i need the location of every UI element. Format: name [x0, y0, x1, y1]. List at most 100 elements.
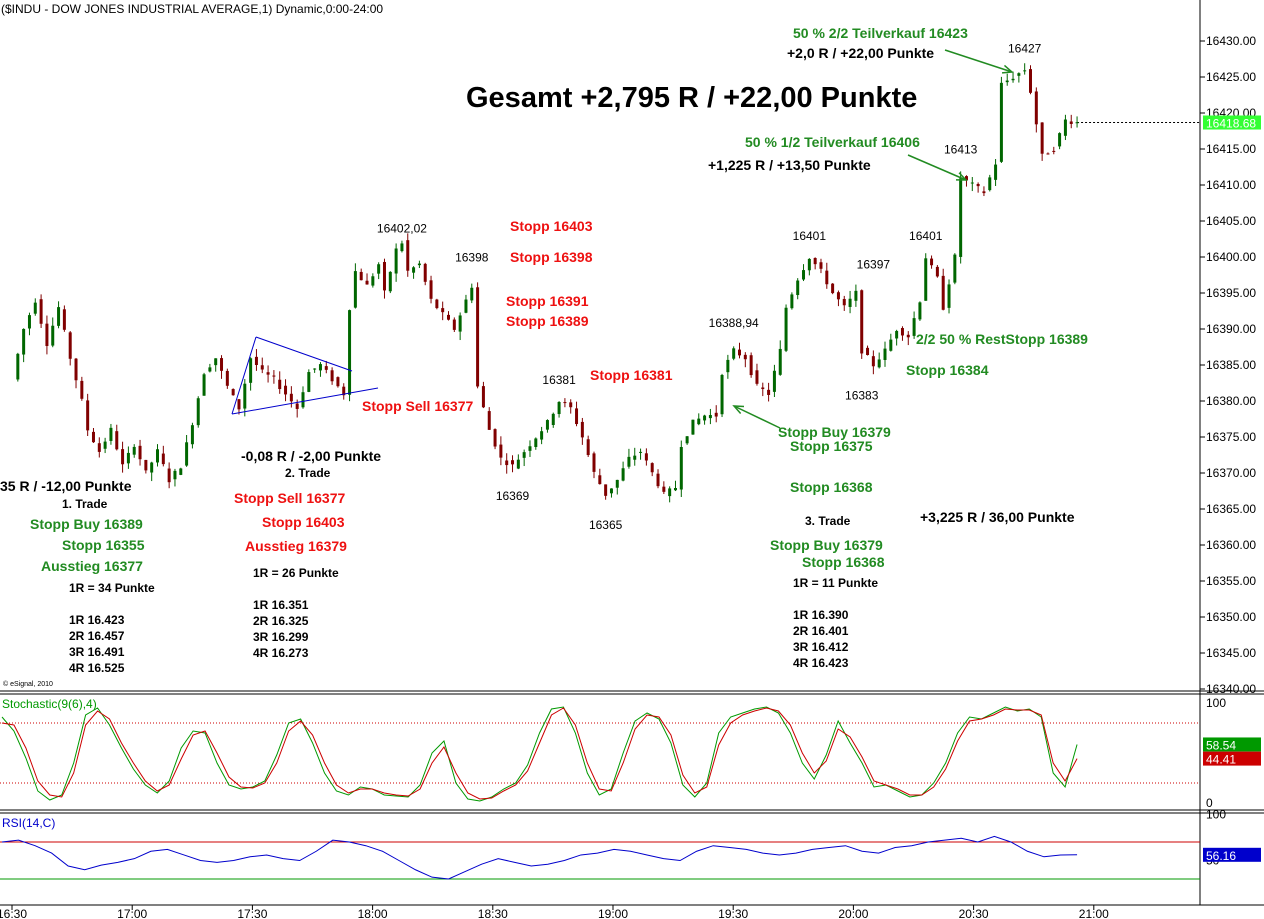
candle-body: [365, 280, 369, 285]
annotation: Gesamt +2,795 R / +22,00 Punkte: [466, 82, 917, 114]
candle-body: [464, 299, 468, 313]
time-tick-label: 19:30: [718, 907, 748, 919]
annotation: 2R 16.401: [793, 624, 849, 638]
candle-body: [976, 183, 980, 187]
last-price-box: [1203, 115, 1261, 130]
candle-body: [650, 463, 654, 473]
candle-body: [196, 398, 200, 426]
candle-body: [249, 358, 253, 383]
annotation: Stopp 16368: [790, 479, 873, 495]
time-tick-label: 17:00: [117, 907, 147, 919]
candle-body: [569, 402, 573, 408]
candle-body: [714, 412, 718, 417]
annotation: Stopp Sell 16377: [362, 398, 473, 414]
candle-body: [784, 307, 788, 351]
candle-body: [330, 370, 334, 382]
stoch-tick-label: 0: [1206, 796, 1213, 810]
price-tick-label: 16370.00: [1206, 466, 1256, 480]
candle-body: [220, 358, 224, 371]
candle-body: [185, 442, 189, 466]
rsi-tick-label: 100: [1206, 807, 1226, 821]
arrow-line: [907, 154, 967, 181]
candle-body: [982, 191, 986, 194]
candle-body: [627, 456, 631, 467]
candle-body: [621, 468, 625, 481]
watermark: © eSignal, 2010: [3, 680, 53, 688]
stoch-d-line: [1, 707, 1078, 800]
candle-body: [481, 386, 485, 408]
candle-body: [68, 332, 72, 359]
stoch-d-box: [1203, 751, 1261, 766]
annotation: Stopp 16368: [802, 554, 885, 570]
candle-body: [1005, 80, 1009, 83]
candle-body: [540, 431, 544, 440]
triangle-upper-line: [255, 336, 353, 372]
candle-body: [970, 182, 974, 184]
candle-body: [62, 309, 66, 330]
candle-body: [592, 453, 596, 472]
annotation: 50 % 2/2 Teilverkauf 16423: [793, 25, 968, 41]
candle-body: [557, 401, 561, 415]
chart-title: ($INDU - DOW JONES INDUSTRIAL AVERAGE,1)…: [1, 2, 383, 16]
price-tick-label: 16385.00: [1206, 358, 1256, 372]
candle-body: [74, 358, 78, 381]
arrow-head: [1001, 64, 1014, 74]
candle-body: [924, 258, 928, 301]
candle-body: [173, 470, 177, 480]
candle-body: [772, 370, 776, 392]
time-tick-label: 21:00: [1079, 907, 1109, 919]
candle-body: [668, 488, 672, 497]
time-tick-label: 20:30: [959, 907, 989, 919]
arrow-line: [944, 49, 1013, 73]
candle-body: [318, 364, 322, 371]
candle-body: [487, 411, 491, 430]
candle-body: [121, 449, 125, 465]
candle-body: [51, 325, 55, 346]
annotation: Stopp 16403: [510, 218, 593, 234]
candle-body: [575, 408, 579, 425]
rsi-line: [1, 835, 1078, 880]
candle-body: [912, 318, 916, 336]
candle-body: [382, 261, 386, 291]
candle-body: [1034, 91, 1038, 125]
stoch-k-value: 58.54: [1206, 738, 1236, 752]
candle-body: [27, 315, 31, 329]
price-label: 16401: [909, 229, 943, 243]
time-tick-label: 16:30: [0, 907, 27, 919]
candle-body: [103, 441, 107, 449]
candle-body: [505, 460, 509, 466]
annotation: +2,0 R / +22,00 Punkte: [787, 45, 934, 61]
candle-body: [738, 349, 741, 356]
candle-body: [295, 403, 299, 409]
annotation: 1R 16.390: [793, 608, 849, 622]
candle-body: [726, 359, 730, 373]
candle-body: [708, 415, 712, 419]
candle-body: [1017, 73, 1021, 76]
price-tick-label: 16410.00: [1206, 178, 1256, 192]
price-tick-label: 16415.00: [1206, 142, 1256, 156]
time-tick-label: 18:00: [358, 907, 388, 919]
candle-body: [441, 308, 445, 313]
annotation: Stopp Sell 16377: [234, 490, 345, 506]
candle-body: [289, 393, 293, 402]
rsi-label: RSI(14,C): [2, 816, 55, 830]
candle-body: [877, 359, 881, 368]
candle-body: [941, 275, 945, 310]
candle-body: [260, 365, 264, 370]
candle-body: [202, 374, 206, 396]
candle-body: [778, 348, 782, 375]
candle-body: [615, 479, 619, 488]
candle-body: [86, 400, 90, 431]
candle-body: [900, 328, 904, 336]
price-tick-label: 16405.00: [1206, 214, 1256, 228]
candle-body: [959, 178, 963, 257]
candle-body: [1040, 122, 1044, 154]
candle-body: [336, 377, 340, 387]
annotation: 50 % 1/2 Teilverkauf 16406: [745, 134, 920, 150]
candle-body: [126, 452, 130, 464]
time-tick-label: 20:00: [838, 907, 868, 919]
annotation: 1R = 11 Punkte: [793, 576, 878, 590]
annotation: 4R 16.525: [69, 661, 125, 675]
candle-body: [767, 389, 771, 395]
annotation: 1R = 26 Punkte: [253, 566, 339, 580]
